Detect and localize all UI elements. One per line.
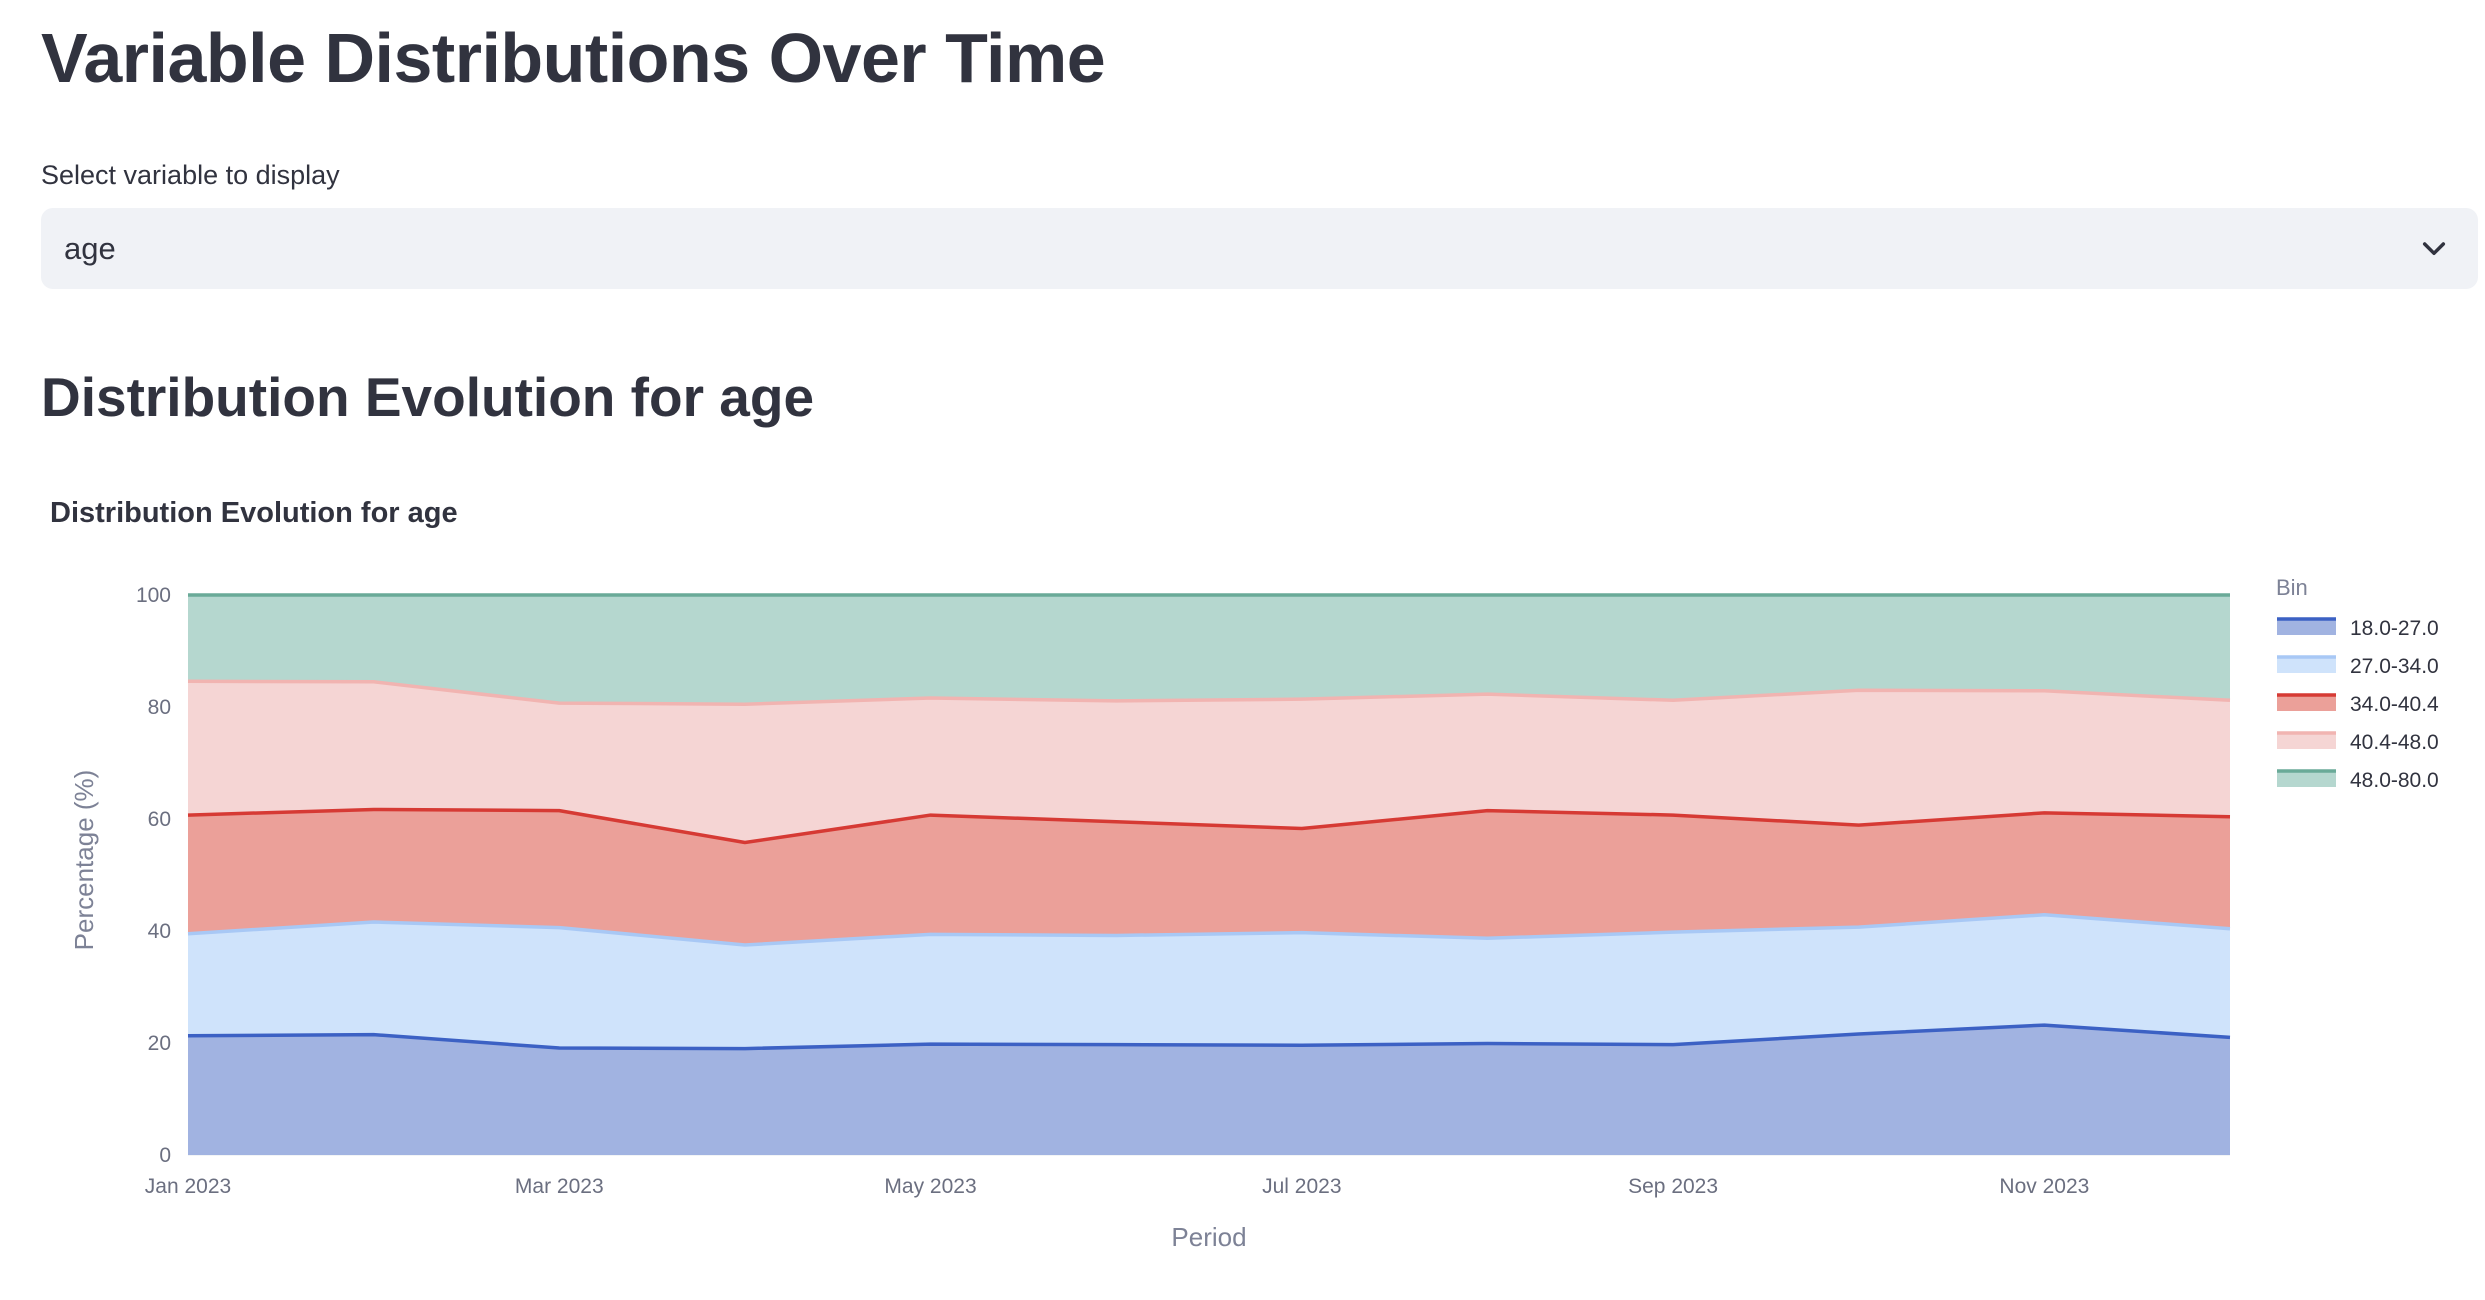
legend-item-18_0-27_0[interactable]: 18.0-27.0 (2277, 617, 2439, 640)
legend-swatch (2277, 732, 2336, 749)
y-tick-label: 80 (148, 696, 171, 719)
area-27_0-34_0 (188, 914, 2230, 1049)
legend-label: 18.0-27.0 (2350, 617, 2439, 640)
y-tick-label: 60 (148, 808, 171, 831)
x-tick-label: Nov 2023 (1999, 1175, 2089, 1198)
legend-swatch (2277, 656, 2336, 673)
y-tick-label: 0 (159, 1144, 171, 1167)
legend-label: 40.4-48.0 (2350, 731, 2439, 754)
area-40_4-48_0 (188, 681, 2230, 843)
x-axis-ticks: Jan 2023 Mar 2023 May 2023 Jul 2023 Sep 2023… (145, 1175, 2090, 1198)
section-title: Distribution Evolution for age (41, 366, 815, 428)
legend-item-40_4-48_0[interactable]: 40.4-48.0 (2277, 731, 2439, 754)
legend-item-48_0-80_0[interactable]: 48.0-80.0 (2277, 769, 2439, 792)
legend-label: 27.0-34.0 (2350, 655, 2439, 678)
x-tick-label: Sep 2023 (1628, 1175, 1718, 1198)
line-34_0-40_4 (187, 807, 2231, 845)
legend-swatch (2277, 694, 2336, 711)
page-title: Variable Distributions Over Time (41, 19, 1106, 97)
area-48_0-80_0 (188, 595, 2230, 705)
legend-label: 48.0-80.0 (2350, 769, 2439, 792)
x-tick-label: May 2023 (884, 1175, 976, 1198)
legend-item-34_0-40_4[interactable]: 34.0-40.4 (2277, 693, 2439, 716)
area-18_0-27_0 (188, 1025, 2230, 1155)
x-tick-label: Jul 2023 (1262, 1175, 1341, 1198)
y-axis-title: Percentage (%) (69, 770, 99, 951)
legend-item-27_0-34_0[interactable]: 27.0-34.0 (2277, 655, 2439, 678)
y-axis-ticks: 0 20 40 60 80 100 (136, 584, 171, 1167)
line-40_4-48_0 (187, 679, 2231, 706)
y-tick-label: 20 (148, 1032, 171, 1055)
area-34_0-40_4 (188, 809, 2230, 945)
x-tick-label: Mar 2023 (515, 1175, 604, 1198)
line-18_0-27_0 (187, 1023, 2231, 1051)
y-tick-label: 100 (136, 584, 171, 607)
legend-title: Bin (2276, 575, 2308, 600)
chevron-down-icon (2422, 242, 2446, 256)
variable-select[interactable]: age (41, 208, 2478, 289)
distribution-area-chart: Distribution Evolution for age 0 20 40 60 80… (50, 497, 2439, 1252)
legend-swatch (2277, 770, 2336, 787)
chart-legend: 18.0-27.0 27.0-34.0 34.0-40.4 40.4-48.0 48.0… (2277, 617, 2439, 792)
line-27_0-34_0 (187, 913, 2231, 947)
x-axis-title: Period (1171, 1222, 1246, 1252)
legend-swatch (2277, 618, 2336, 635)
variable-select-label: Select variable to display (41, 160, 340, 190)
chart-lines (187, 593, 2231, 1051)
chart-areas (188, 595, 2230, 1155)
legend-label: 34.0-40.4 (2350, 693, 2439, 716)
y-tick-label: 40 (148, 920, 171, 943)
variable-select-value: age (64, 230, 116, 266)
x-tick-label: Jan 2023 (145, 1175, 231, 1198)
chart-title: Distribution Evolution for age (50, 497, 458, 529)
